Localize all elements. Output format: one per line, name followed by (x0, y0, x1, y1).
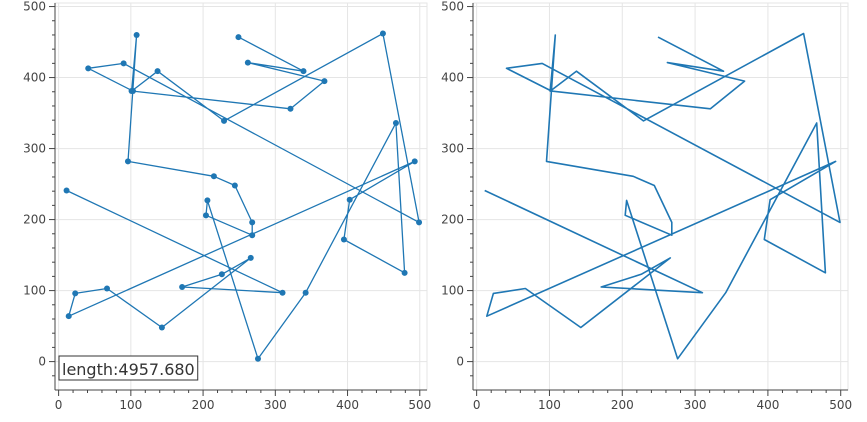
route-point (154, 68, 161, 75)
route-length-box (58, 355, 199, 381)
x-tick-label: 200 (611, 398, 634, 412)
y-tick-label: 300 (441, 142, 464, 156)
plot-panel-1: 0 100 200 300 400 500 0 100 200 300 400 500 length:4… (23, 0, 431, 412)
route-point (218, 271, 225, 278)
x-tick-label: 400 (336, 398, 359, 412)
x-tick-label: 100 (538, 398, 561, 412)
y-tick-label: 400 (23, 71, 46, 85)
route-point (411, 158, 418, 165)
route-point (254, 355, 261, 362)
grid (55, 3, 427, 390)
route-length-label: length:4957.680 (62, 360, 195, 379)
route-point (104, 285, 111, 292)
route-point (302, 289, 309, 296)
route-point (221, 117, 228, 124)
x-tick-label: 0 (55, 398, 63, 412)
route-point (128, 88, 135, 95)
route-point (300, 68, 307, 75)
x-tick-label: 200 (192, 398, 215, 412)
route-point (65, 313, 72, 320)
route-point (244, 59, 251, 66)
y-tick-label: 200 (23, 213, 46, 227)
route-point (204, 197, 211, 204)
route-point (249, 232, 256, 239)
x-tick-label: 0 (473, 398, 481, 412)
route-point (158, 324, 165, 331)
route-point (124, 158, 131, 165)
route-point (401, 269, 408, 276)
y-tick-label: 500 (23, 0, 46, 14)
route-point (202, 212, 209, 219)
y-tick-label: 400 (441, 71, 464, 85)
y-tick-label: 500 (441, 0, 464, 14)
x-tick-label: 500 (829, 398, 852, 412)
route-point (120, 60, 127, 67)
route-point (346, 196, 353, 203)
y-tick-label: 100 (23, 284, 46, 298)
x-tick-label: 300 (264, 398, 287, 412)
route-point (72, 290, 79, 297)
route-point (287, 105, 294, 112)
route-point (210, 173, 217, 180)
x-tick-label: 100 (119, 398, 142, 412)
route-point (231, 182, 238, 189)
route-point (379, 30, 386, 37)
x-tick-label: 400 (756, 398, 779, 412)
plot-panel-2: 0 100 200 300 400 500 0 100 200 300 400 500 (441, 0, 852, 412)
route-point (85, 65, 92, 72)
route-point (179, 284, 186, 291)
route-point (340, 236, 347, 243)
route-line (66, 32, 420, 360)
route-line (484, 32, 841, 360)
y-tick-label: 0 (38, 355, 46, 369)
route-point (279, 289, 286, 296)
x-tick-label: 500 (408, 398, 431, 412)
y-tick-label: 200 (441, 213, 464, 227)
route-point (416, 219, 423, 226)
route-point (249, 219, 256, 226)
y-tick-label: 0 (456, 355, 464, 369)
route-point (392, 120, 399, 127)
route-point (235, 34, 242, 41)
route-point (133, 31, 140, 38)
route-point (321, 78, 328, 85)
route-point (63, 187, 70, 194)
y-tick-label: 100 (441, 284, 464, 298)
y-tick-label: 300 (23, 142, 46, 156)
route-point (247, 254, 254, 261)
x-tick-label: 300 (684, 398, 707, 412)
